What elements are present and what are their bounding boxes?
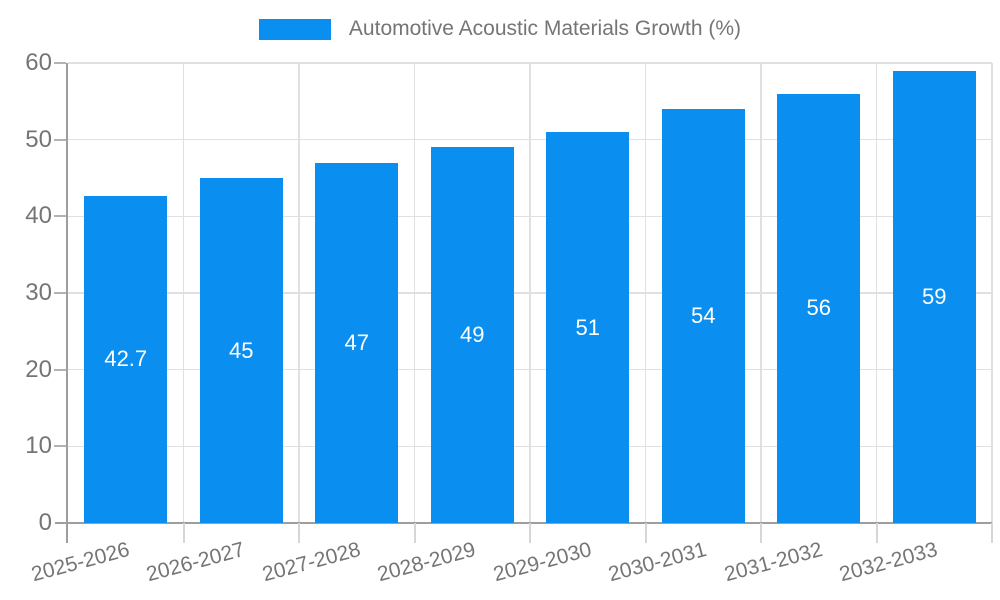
bar[interactable]	[777, 93, 861, 523]
x-axis-tick	[413, 523, 416, 543]
bar[interactable]	[199, 178, 283, 523]
y-axis-tick	[54, 138, 66, 141]
bar[interactable]	[315, 162, 399, 523]
y-axis-line	[66, 63, 68, 543]
gridline-vertical	[760, 63, 762, 523]
y-axis-label: 30	[25, 279, 52, 306]
gridline-vertical	[875, 63, 878, 523]
legend-item[interactable]: Automotive Acoustic Materials Growth (%)	[0, 13, 1000, 45]
x-axis-tick	[298, 523, 300, 543]
y-axis-label: 10	[25, 432, 52, 460]
y-axis-label: 60	[25, 49, 52, 76]
y-axis-label: 20	[25, 355, 52, 383]
legend-swatch	[258, 18, 331, 40]
y-axis-tick	[54, 62, 66, 64]
y-axis-label: 40	[25, 202, 52, 230]
bar[interactable]	[430, 147, 514, 523]
y-axis-tick	[54, 445, 66, 448]
x-axis-line	[55, 522, 992, 524]
gridline-vertical	[644, 63, 647, 523]
y-axis-tick	[54, 215, 66, 218]
gridline-vertical	[413, 63, 416, 523]
y-axis-tick	[54, 292, 66, 294]
y-axis-label: 0	[38, 509, 52, 536]
x-axis-tick	[760, 523, 762, 543]
gridline-vertical	[298, 63, 300, 523]
y-axis-label: 50	[25, 125, 52, 153]
x-axis-tick	[875, 523, 878, 543]
gridline-vertical	[991, 63, 993, 523]
legend-label: Automotive Acoustic Materials Growth (%)	[348, 17, 742, 40]
bar[interactable]	[892, 70, 976, 523]
x-axis-tick	[182, 523, 185, 543]
x-axis-tick	[991, 523, 993, 543]
bar[interactable]	[546, 132, 630, 523]
bar[interactable]	[84, 195, 168, 523]
y-axis-tick	[54, 368, 66, 371]
gridline-vertical	[529, 63, 531, 523]
x-axis-tick	[529, 523, 531, 543]
gridline-vertical	[182, 63, 185, 523]
bar[interactable]	[661, 109, 745, 523]
x-axis-tick	[644, 523, 647, 543]
